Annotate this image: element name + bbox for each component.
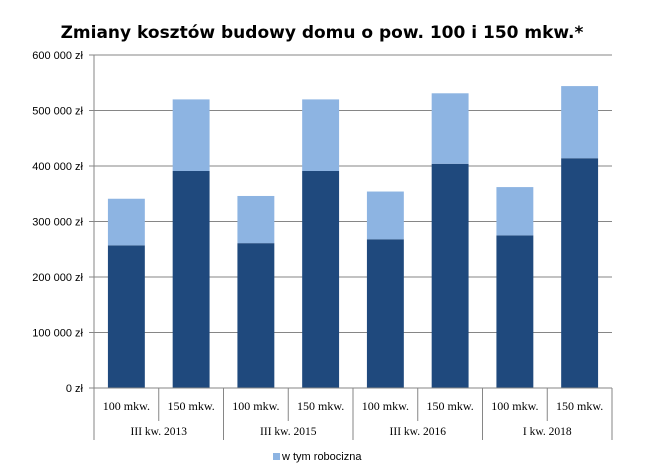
x-group-label: III kw. 2013	[131, 426, 188, 438]
y-tick-label: 100 000 zł	[32, 328, 83, 340]
x-group-label: I kw. 2018	[523, 426, 572, 438]
legend-swatch	[273, 453, 280, 460]
bar-segment-labor	[237, 195, 275, 244]
x-category-label: 100 mkw.	[232, 399, 279, 413]
x-category-label: 100 mkw.	[491, 399, 538, 413]
bar-segment-labor	[561, 86, 599, 159]
gridlines	[94, 54, 612, 333]
bar-segment-base	[366, 239, 404, 388]
y-tick-label: 400 000 zł	[32, 161, 83, 173]
x-group-label: III kw. 2016	[390, 426, 447, 438]
bar-segment-base	[172, 170, 210, 388]
x-category-label: 150 mkw.	[556, 399, 603, 413]
bar-segment-base	[431, 163, 469, 388]
x-category-label: 150 mkw.	[427, 399, 474, 413]
bar-segment-labor	[431, 93, 469, 164]
legend: w tym robocizna	[273, 451, 362, 463]
bar-segment-labor	[366, 191, 404, 240]
y-tick-label: 600 000 zł	[32, 50, 83, 62]
x-group-label: III kw. 2015	[260, 426, 317, 438]
legend-label: w tym robocizna	[281, 451, 362, 463]
y-tick-label: 300 000 zł	[32, 217, 83, 229]
bar-segment-base	[302, 170, 340, 388]
bar-segment-base	[496, 235, 534, 388]
x-category-label: 150 mkw.	[168, 399, 215, 413]
chart-title: Zmiany kosztów budowy domu o pow. 100 i …	[61, 23, 584, 43]
bars	[107, 86, 599, 388]
x-category-label: 100 mkw.	[362, 399, 409, 413]
bar-segment-labor	[496, 187, 534, 236]
bar-segment-base	[107, 245, 145, 388]
bar-segment-labor	[107, 198, 145, 246]
x-category-label: 150 mkw.	[297, 399, 344, 413]
bar-segment-labor	[172, 99, 210, 171]
bar-segment-base	[237, 243, 275, 388]
y-axis-tick-labels: 0 zł 100 000 zł 200 000 zł 300 000 zł 400 00…	[32, 50, 83, 395]
axes	[89, 54, 613, 440]
y-tick-label: 0 zł	[66, 383, 84, 395]
x-category-label: 100 mkw.	[103, 399, 150, 413]
y-tick-label: 200 000 zł	[32, 272, 83, 284]
bar-segment-base	[561, 158, 599, 388]
bar-segment-labor	[302, 99, 340, 171]
x-axis-labels: 100 mkw. 150 mkw. 100 mkw. 150 mkw. 100 mkw.…	[103, 399, 603, 438]
y-tick-label: 500 000 zł	[32, 106, 83, 118]
